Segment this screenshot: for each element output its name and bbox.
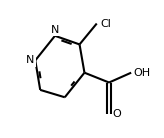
- Text: Cl: Cl: [100, 18, 111, 29]
- Text: OH: OH: [134, 68, 151, 78]
- Text: N: N: [26, 55, 35, 65]
- Text: N: N: [51, 25, 59, 35]
- Text: O: O: [113, 109, 122, 120]
